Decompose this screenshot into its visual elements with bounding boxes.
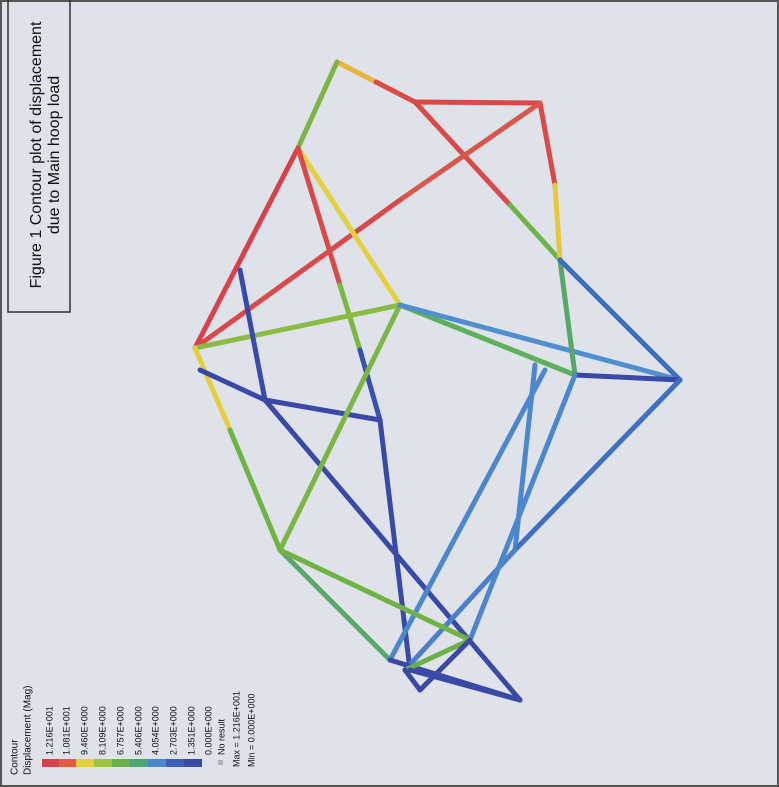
swatch xyxy=(59,759,76,767)
legend-level: 5.406E+000 xyxy=(133,706,143,755)
legend-max: Max = 1.216E+001 xyxy=(231,691,241,767)
beam xyxy=(277,302,403,553)
legend-min: Min = 0.000E+000 xyxy=(246,693,256,767)
swatch xyxy=(218,760,223,765)
caption: Figure 1 Contour plot of displacement du… xyxy=(28,21,63,288)
swatch xyxy=(76,759,94,767)
wireframe xyxy=(192,59,683,703)
beam xyxy=(295,145,403,308)
legend-level: 1.081E+001 xyxy=(61,706,71,755)
legend-level: 2.703E+000 xyxy=(168,706,178,755)
beam xyxy=(277,547,473,643)
beam xyxy=(295,59,340,151)
swatch xyxy=(130,759,148,767)
beam xyxy=(572,372,683,383)
beam xyxy=(295,145,343,288)
caption-line: due to Main hoop load xyxy=(46,76,63,234)
legend-level: 1.351E+000 xyxy=(186,706,196,755)
beam xyxy=(557,257,683,383)
caption-box xyxy=(7,0,71,313)
legend-level: 8.109E+000 xyxy=(97,706,107,755)
beam xyxy=(334,59,379,85)
swatch xyxy=(94,759,112,767)
beam xyxy=(192,145,301,351)
legend-level: 4.054E+000 xyxy=(150,706,160,755)
caption-line: Figure 1 Contour plot of displacement xyxy=(28,21,45,288)
swatch xyxy=(184,759,202,767)
beam xyxy=(373,79,418,105)
beam xyxy=(262,397,383,423)
beam xyxy=(192,197,403,351)
beam xyxy=(552,182,563,263)
swatch xyxy=(112,759,130,767)
beam xyxy=(227,427,283,553)
legend-level: 9.460E+000 xyxy=(79,706,89,755)
color-bar xyxy=(42,759,223,767)
legend-subtitle: Displacement (Mag) xyxy=(23,686,34,775)
beam xyxy=(357,347,383,423)
beam xyxy=(277,547,393,663)
legend-title: Contour xyxy=(10,739,21,775)
beam xyxy=(557,257,578,378)
beam xyxy=(192,345,233,433)
swatch xyxy=(42,759,59,767)
beam xyxy=(412,99,513,208)
beam xyxy=(417,637,473,693)
legend-level: 0.000E+000 xyxy=(203,706,213,755)
legend-level: 1.216E+001 xyxy=(44,706,54,755)
swatch xyxy=(148,759,166,767)
beam xyxy=(197,367,268,403)
beam xyxy=(192,302,403,351)
beam xyxy=(507,202,563,263)
beam xyxy=(397,302,683,383)
beam xyxy=(402,667,423,693)
beam xyxy=(397,302,578,378)
beam xyxy=(407,667,523,703)
beam xyxy=(537,100,558,188)
beam xyxy=(237,267,268,403)
legend: Contour Displacement (Mag) 1.216E+001 1.… xyxy=(10,686,257,775)
beam xyxy=(262,397,523,703)
legend-level: 6.757E+000 xyxy=(115,706,125,755)
beam xyxy=(412,99,543,106)
legend-no-result: No result xyxy=(216,718,226,755)
beam xyxy=(467,372,578,643)
beam xyxy=(512,377,683,553)
beam xyxy=(402,637,473,673)
swatch xyxy=(166,759,184,767)
beam xyxy=(397,100,543,203)
